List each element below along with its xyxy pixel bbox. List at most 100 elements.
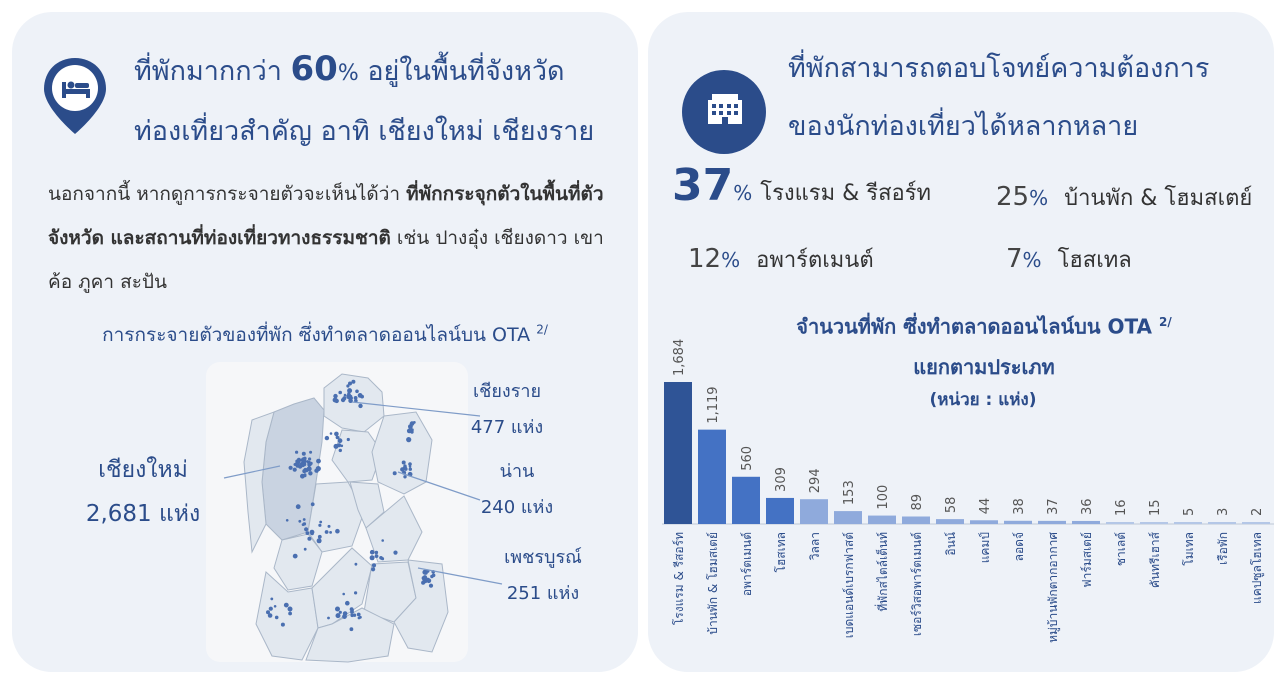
bar — [800, 499, 828, 524]
category-tick-label: ฟาร์มสเตย์ — [1080, 532, 1094, 588]
bar — [732, 476, 760, 524]
map-frame — [206, 362, 468, 662]
headline-number: 60 — [290, 49, 338, 89]
headline-line-2: ท่องเที่ยวสำคัญ อาทิ เชียงใหม่ เชียงราย — [134, 116, 595, 147]
bar-value-label: 38 — [1012, 498, 1027, 515]
para-bold-text: ที่พักกระจุกตัวในพื้นที่ตัวจังหวัด และสถ… — [48, 183, 604, 249]
bar — [868, 515, 896, 524]
bar-value-label: 44 — [978, 498, 993, 515]
share-unit: % — [1029, 186, 1049, 210]
category-tick-label: โมเทล — [1182, 532, 1196, 566]
bar-value-label: 37 — [1046, 498, 1061, 515]
map-caption-note: 2/ — [536, 322, 548, 337]
share-value: 37 — [672, 160, 734, 211]
bar-value-label: 560 — [740, 446, 755, 471]
share-label: โรงแรม & รีสอร์ท — [760, 181, 932, 206]
label-phetchabun: เพชรบูรณ์ 251 แห่ง — [488, 540, 598, 612]
category-tick-label: ลอดจ์ — [1012, 532, 1026, 561]
category-tick-label: ชาเลต์ — [1114, 532, 1128, 566]
bar — [1174, 522, 1202, 524]
category-tick-label: อพาร์ตเมนต์ — [740, 532, 754, 596]
bar — [1140, 522, 1168, 524]
bar-value-label: 58 — [944, 497, 959, 514]
bar — [1004, 520, 1032, 524]
map-pin-bed-icon — [44, 58, 106, 134]
chart-title-note: 2/ — [1159, 315, 1172, 329]
category-tick-label: โฮสเทล — [774, 532, 788, 572]
chart-title: จำนวนที่พัก ซึ่งทำตลาดออนไลน์บน OTA 2/ แ… — [744, 302, 1224, 387]
bar-value-label: 1,119 — [706, 386, 721, 423]
share-house-homestay: 25% บ้านพัก & โฮมสเตย์ — [996, 180, 1252, 215]
bar-value-label: 2 — [1250, 508, 1265, 516]
bar-value-label: 100 — [876, 485, 891, 510]
para-text-a: นอกจากนี้ หากดูการกระจายตัวจะเห็นได้ว่า — [48, 183, 407, 205]
bar-value-label: 309 — [774, 467, 789, 492]
label-nan-count: 240 แห่ง — [480, 497, 554, 518]
label-chiangrai-name: เชียงราย — [472, 381, 542, 402]
share-hotel-resort: 37% โรงแรม & รีสอร์ท — [672, 160, 931, 211]
headline-text-a: ที่พักมากกว่า — [134, 56, 291, 87]
share-hostel: 7% โฮสเทล — [1006, 242, 1132, 277]
share-value: 7 — [1006, 244, 1023, 274]
bar — [834, 511, 862, 524]
share-unit: % — [721, 248, 741, 272]
share-apartment: 12% อพาร์ตเมนต์ — [688, 242, 874, 277]
share-label: อพาร์ตเมนต์ — [756, 248, 874, 273]
accommodation-type-panel: ที่พักสามารถตอบโจทย์ความต้องการ ของนักท่… — [648, 12, 1274, 672]
share-label: บ้านพัก & โฮมสเตย์ — [1064, 186, 1253, 211]
bar — [1072, 520, 1100, 524]
category-tick-label: เรือพัก — [1216, 532, 1230, 565]
category-tick-label: แคปซูลโฮเทล — [1250, 532, 1265, 604]
share-value: 12 — [688, 244, 722, 274]
label-chiangmai-name: เชียงใหม่ — [98, 457, 188, 483]
category-tick-label: แคมป์ — [978, 532, 992, 563]
bar-value-label: 36 — [1080, 498, 1095, 515]
label-phetchabun-count: 251 แห่ง — [506, 583, 580, 604]
map-caption-text: การกระจายตัวของที่พัก ซึ่งทำตลาดออนไลน์บ… — [102, 324, 537, 346]
bar — [902, 516, 930, 524]
bar — [766, 497, 794, 524]
label-chiangmai: เชียงใหม่ 2,681 แห่ง — [68, 448, 218, 536]
headline-percent: % — [337, 61, 359, 86]
bar-value-label: 1,684 — [672, 339, 687, 376]
category-tick-label: คันทรีเฮาส์ — [1148, 531, 1162, 588]
hotel-building-glyph — [708, 94, 742, 124]
bar-value-label: 153 — [842, 480, 857, 505]
category-tick-label: เบดแอนด์เบรกฟาสต์ — [842, 532, 856, 638]
map-caption: การกระจายตัวของที่พัก ซึ่งทำตลาดออนไลน์บ… — [12, 320, 638, 350]
label-nan-name: น่าน — [499, 461, 535, 482]
label-chiangmai-count: 2,681 แห่ง — [85, 501, 201, 527]
share-unit: % — [1022, 248, 1042, 272]
right-headline-line-2: ของนักท่องเที่ยวได้หลากหลาย — [788, 111, 1139, 142]
description-paragraph: นอกจากนี้ หากดูการกระจายตัวจะเห็นได้ว่า … — [48, 172, 623, 304]
label-chiangrai-count: 477 แห่ง — [470, 417, 544, 438]
accommodation-location-panel: ที่พักมากกว่า 60% อยู่ในพื้นที่จังหวัด ท… — [12, 12, 638, 672]
right-headline: ที่พักสามารถตอบโจทย์ความต้องการ ของนักท่… — [788, 40, 1258, 156]
bar — [698, 429, 726, 524]
label-phetchabun-name: เพชรบูรณ์ — [504, 547, 582, 568]
chart-unit-label: (หน่วย : แห่ง) — [929, 390, 1037, 410]
bar-value-label: 5 — [1182, 508, 1197, 516]
accommodation-type-bar-chart: 1,684 โรงแรม & รีสอร์ท 1,119 บ้านพัก & โฮมส… — [662, 339, 1274, 643]
bar-value-label: 16 — [1114, 499, 1129, 516]
bar — [1208, 522, 1236, 524]
bar — [936, 519, 964, 524]
headline-text-b: อยู่ในพื้นที่จังหวัด — [358, 56, 565, 87]
label-chiangrai: เชียงราย 477 แห่ง — [462, 374, 552, 446]
category-tick-label: ที่พักสไตล์เต็นท์ — [874, 532, 890, 612]
share-unit: % — [733, 181, 753, 205]
bar — [1106, 522, 1134, 524]
chart-title-line-2: แยกตามประเภท — [913, 354, 1055, 379]
bar-value-label: 15 — [1148, 499, 1163, 516]
bar — [664, 382, 692, 524]
bar-value-label: 294 — [808, 468, 823, 493]
category-tick-label: เซอร์วิสอพาร์ตเมนต์ — [910, 532, 924, 636]
bar-value-label: 3 — [1216, 508, 1231, 516]
category-tick-label: โรงแรม & รีสอร์ท — [672, 532, 686, 625]
category-tick-label: บ้านพัก & โฮมสเตย์ — [706, 532, 720, 635]
share-value: 25 — [996, 182, 1030, 212]
category-tick-label: หมู่บ้านพักตากอากาศ — [1046, 532, 1061, 643]
share-label: โฮสเทล — [1057, 248, 1132, 273]
para-text-b: เช่น ปางอุ๋ง เชียงดาว เขาค้อ ภูคา สะปัน — [48, 227, 604, 293]
hotel-building-icon — [682, 70, 766, 154]
